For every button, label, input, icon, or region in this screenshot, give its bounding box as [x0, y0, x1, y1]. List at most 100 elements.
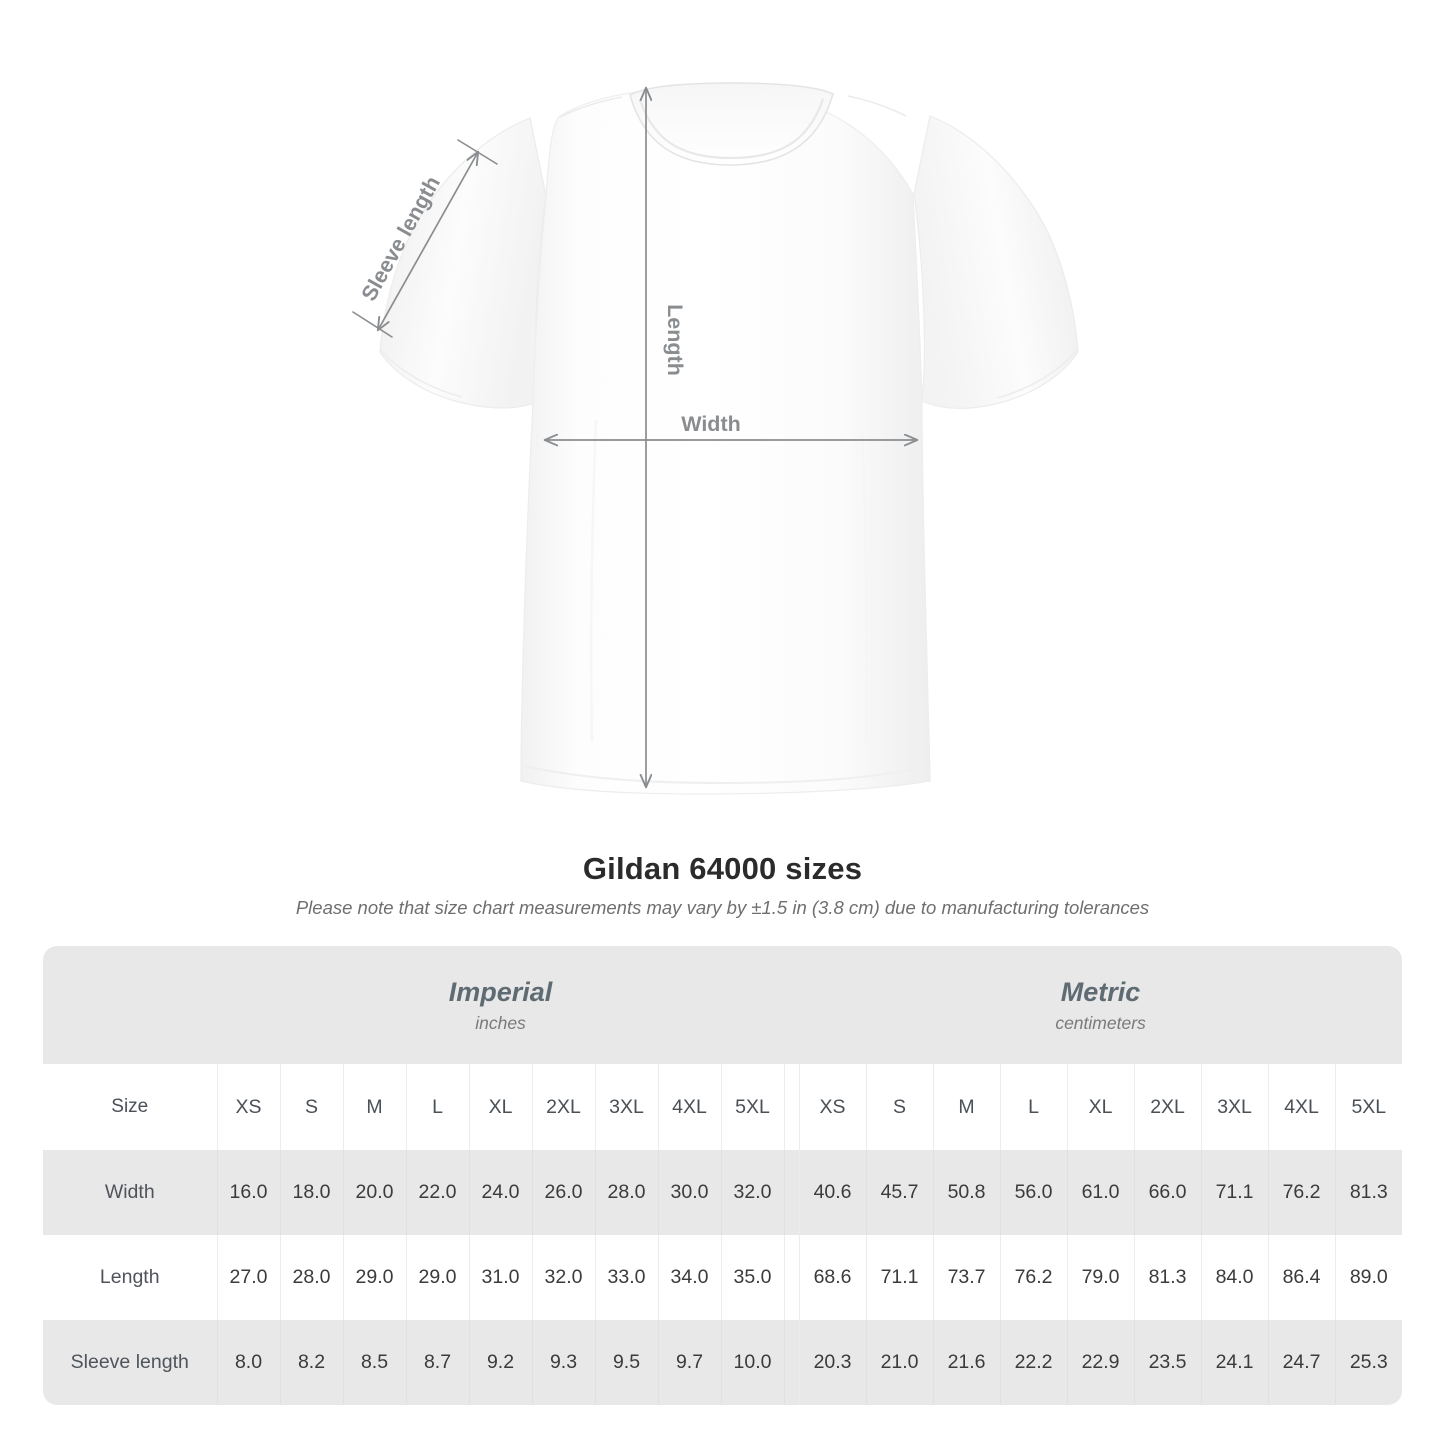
- unit-group-metric: Metric centimeters: [799, 946, 1403, 1064]
- cell-length-imperial-xs: 27.0: [216, 1235, 281, 1320]
- size-label-header: Size: [43, 1064, 218, 1150]
- cell-sleeve-imperial-5xl: 10.0: [721, 1320, 785, 1405]
- cell-length-metric-xs: 68.6: [798, 1235, 867, 1320]
- size-header-metric-xl: XL: [1067, 1064, 1135, 1150]
- cell-sleeve-imperial-4xl: 9.7: [658, 1320, 722, 1405]
- cell-width-metric-m: 50.8: [933, 1150, 1001, 1235]
- cell-width-imperial-l: 22.0: [406, 1150, 470, 1235]
- row-length-gap: [784, 1235, 800, 1320]
- tshirt-illustration: [379, 82, 1079, 795]
- cell-length-imperial-m: 29.0: [343, 1235, 407, 1320]
- cell-length-metric-5xl: 89.0: [1335, 1235, 1403, 1320]
- cell-width-metric-s: 45.7: [866, 1150, 934, 1235]
- cell-width-metric-3xl: 71.1: [1201, 1150, 1269, 1235]
- size-header-gap: [784, 1064, 800, 1150]
- size-header-metric-s: S: [866, 1064, 934, 1150]
- size-header-imperial-4xl: 4XL: [658, 1064, 722, 1150]
- row-label-length: Length: [43, 1235, 218, 1320]
- cell-width-metric-5xl: 81.3: [1335, 1150, 1403, 1235]
- cell-length-imperial-xl: 31.0: [469, 1235, 533, 1320]
- cell-length-metric-l: 76.2: [1000, 1235, 1068, 1320]
- cell-width-metric-2xl: 66.0: [1134, 1150, 1202, 1235]
- cell-length-imperial-5xl: 35.0: [721, 1235, 785, 1320]
- size-header-imperial-2xl: 2XL: [532, 1064, 596, 1150]
- cell-sleeve-metric-4xl: 24.7: [1268, 1320, 1336, 1405]
- size-header-metric-4xl: 4XL: [1268, 1064, 1336, 1150]
- table-row-width: Width 16.0 18.0 20.0 22.0 24.0 26.0 28.0…: [43, 1150, 1403, 1235]
- cell-length-imperial-3xl: 33.0: [595, 1235, 659, 1320]
- size-header-metric-l: L: [1000, 1064, 1068, 1150]
- cell-length-imperial-4xl: 34.0: [658, 1235, 722, 1320]
- cell-length-metric-s: 71.1: [866, 1235, 934, 1320]
- cell-sleeve-metric-5xl: 25.3: [1335, 1320, 1403, 1405]
- size-header-metric-m: M: [933, 1064, 1001, 1150]
- row-width-gap: [784, 1150, 800, 1235]
- cell-length-metric-m: 73.7: [933, 1235, 1001, 1320]
- unit-imperial-name: Imperial: [448, 976, 553, 1007]
- unit-spacer-left: [43, 946, 217, 1064]
- size-header-imperial-l: L: [406, 1064, 470, 1150]
- size-header-imperial-3xl: 3XL: [595, 1064, 659, 1150]
- cell-length-metric-xl: 79.0: [1067, 1235, 1135, 1320]
- size-header-imperial-5xl: 5XL: [721, 1064, 785, 1150]
- size-header-metric-xs: XS: [798, 1064, 867, 1150]
- page-title: Gildan 64000 sizes: [582, 851, 863, 886]
- size-header-imperial-xl: XL: [469, 1064, 533, 1150]
- cell-width-imperial-3xl: 28.0: [595, 1150, 659, 1235]
- cell-width-imperial-xs: 16.0: [216, 1150, 281, 1235]
- cell-sleeve-metric-m: 21.6: [933, 1320, 1001, 1405]
- width-label: Width: [681, 412, 741, 436]
- cell-width-metric-l: 56.0: [1000, 1150, 1068, 1235]
- cell-length-imperial-2xl: 32.0: [532, 1235, 596, 1320]
- tshirt-measurement-diagram: Sleeve length Length Width: [352, 82, 1079, 795]
- unit-gap: [784, 946, 800, 1064]
- unit-header-row: Imperial inches Metric centimeters: [43, 946, 1403, 1064]
- table-row-length: Length 27.0 28.0 29.0 29.0 31.0 32.0 33.…: [43, 1235, 1403, 1320]
- cell-length-imperial-l: 29.0: [406, 1235, 470, 1320]
- unit-group-imperial: Imperial inches: [217, 946, 785, 1064]
- cell-sleeve-metric-s: 21.0: [866, 1320, 934, 1405]
- size-chart-table: Imperial inches Metric centimeters Size …: [43, 946, 1403, 1405]
- cell-sleeve-metric-2xl: 23.5: [1134, 1320, 1202, 1405]
- cell-sleeve-metric-l: 22.2: [1000, 1320, 1068, 1405]
- size-header-imperial-xs: XS: [216, 1064, 281, 1150]
- cell-width-imperial-2xl: 26.0: [532, 1150, 596, 1235]
- size-header-row: Size XS S M L XL 2XL 3XL 4XL 5XL XS S M …: [43, 1064, 1403, 1150]
- cell-width-metric-xs: 40.6: [798, 1150, 867, 1235]
- cell-width-imperial-m: 20.0: [343, 1150, 407, 1235]
- cell-sleeve-imperial-l: 8.7: [406, 1320, 470, 1405]
- cell-sleeve-imperial-xl: 9.2: [469, 1320, 533, 1405]
- sleeve-length-cap-bottom: [352, 311, 393, 338]
- size-header-metric-5xl: 5XL: [1335, 1064, 1403, 1150]
- cell-width-imperial-5xl: 32.0: [721, 1150, 785, 1235]
- unit-imperial-sub: inches: [475, 1012, 526, 1033]
- cell-sleeve-imperial-m: 8.5: [343, 1320, 407, 1405]
- cell-sleeve-imperial-2xl: 9.3: [532, 1320, 596, 1405]
- cell-length-metric-3xl: 84.0: [1201, 1235, 1269, 1320]
- unit-metric-name: Metric: [1060, 976, 1141, 1007]
- size-header-metric-2xl: 2XL: [1134, 1064, 1202, 1150]
- row-label-width: Width: [43, 1150, 218, 1235]
- cell-sleeve-imperial-xs: 8.0: [216, 1320, 281, 1405]
- tolerance-note: Please note that size chart measurements…: [295, 897, 1150, 918]
- size-header-imperial-m: M: [343, 1064, 407, 1150]
- table-row-sleeve-length: Sleeve length 8.0 8.2 8.5 8.7 9.2 9.3 9.…: [43, 1320, 1403, 1405]
- row-label-sleeve-length: Sleeve length: [43, 1320, 218, 1405]
- cell-length-imperial-s: 28.0: [280, 1235, 344, 1320]
- cell-width-metric-4xl: 76.2: [1268, 1150, 1336, 1235]
- cell-length-metric-2xl: 81.3: [1134, 1235, 1202, 1320]
- width-annotation: Width: [545, 412, 917, 440]
- unit-metric-sub: centimeters: [1055, 1012, 1146, 1033]
- size-header-imperial-s: S: [280, 1064, 344, 1150]
- cell-width-imperial-4xl: 30.0: [658, 1150, 722, 1235]
- row-sleeve-gap: [784, 1320, 800, 1405]
- cell-sleeve-metric-xl: 22.9: [1067, 1320, 1135, 1405]
- cell-width-imperial-xl: 24.0: [469, 1150, 533, 1235]
- size-chart-table-wrapper: Imperial inches Metric centimeters Size …: [43, 946, 1403, 1405]
- cell-width-imperial-s: 18.0: [280, 1150, 344, 1235]
- length-label: Length: [663, 304, 687, 376]
- size-header-metric-3xl: 3XL: [1201, 1064, 1269, 1150]
- cell-width-metric-xl: 61.0: [1067, 1150, 1135, 1235]
- cell-sleeve-metric-3xl: 24.1: [1201, 1320, 1269, 1405]
